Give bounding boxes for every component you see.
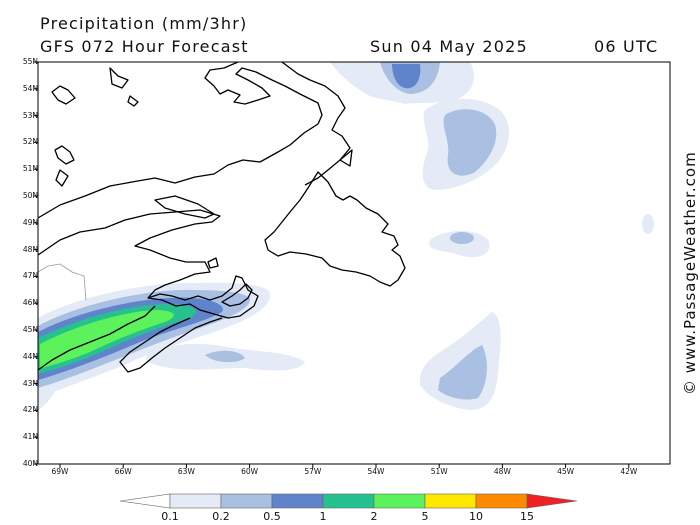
coastline-mainland [38, 62, 323, 219]
colorbar-label: 0.1 [161, 510, 179, 523]
longitude-label: 42W [620, 467, 638, 476]
credit-watermark: © www.PassageWeather.com [681, 151, 699, 395]
longitude-label: 69W [51, 467, 69, 476]
latitude-label: 48N [22, 244, 38, 254]
colorbar-swatch [373, 493, 426, 509]
longitude-label: 54W [367, 467, 385, 476]
latitude-label: 41N [22, 432, 38, 442]
colorbar-label: 10 [469, 510, 483, 523]
precip-patch-small-core [450, 232, 474, 244]
longitude-label: 66W [114, 467, 132, 476]
map-title: Precipitation (mm/3hr) [40, 14, 248, 33]
colorbar-label: 2 [370, 510, 378, 523]
coastline-cape-breton [221, 283, 253, 307]
coastline-gaspe [38, 209, 221, 299]
latitude-label: 50N [22, 191, 38, 200]
latitude-label: 44N [22, 351, 38, 361]
latitude-label: 53N [22, 110, 38, 120]
colorbar-swatch [475, 493, 528, 509]
latitude-label: 42N [22, 405, 38, 415]
colorbar-label: 1 [319, 510, 327, 523]
map-frame [37, 61, 671, 465]
coastline-maine [38, 305, 156, 371]
colorbar-max-arrow [526, 493, 578, 509]
latitude-label: 52N [22, 137, 38, 147]
precip-band-southwest-peak [40, 310, 174, 368]
colorbar-swatch [220, 493, 273, 509]
coastlines [38, 62, 406, 373]
precip-band-east-core [443, 109, 497, 176]
colorbar-label: 0.5 [263, 510, 281, 523]
latitude-label: 54N [22, 83, 38, 93]
colorbar-swatch [169, 493, 222, 509]
colorbar-swatch [271, 493, 324, 509]
latitude-label: 49N [22, 217, 38, 227]
longitude-label: 48W [493, 467, 511, 476]
coastline-labrador [281, 62, 351, 186]
latitude-label: 43N [22, 378, 38, 388]
precip-area-southeast-core [438, 345, 487, 400]
longitude-label: 45W [557, 467, 575, 476]
longitude-label: 51W [430, 467, 448, 476]
latitude-label: 46N [22, 298, 38, 308]
latitude-label: 40N [22, 459, 38, 468]
coastline-anticosti [154, 195, 215, 219]
latitude-label: 47N [22, 271, 38, 281]
colorbar-label: 5 [421, 510, 429, 523]
forecast-label: GFS 072 Hour Forecast [40, 37, 249, 56]
longitude-label: 57W [304, 467, 322, 476]
colorbar-min-arrow [119, 493, 171, 509]
latitude-label: 51N [22, 164, 38, 174]
state-border [38, 263, 87, 301]
longitude-label: 63W [177, 467, 195, 476]
longitude-label: 60W [241, 467, 259, 476]
latitude-label: 55N [22, 57, 38, 66]
precip-patch-small [429, 231, 490, 258]
colorbar [119, 493, 578, 509]
latitude-label: 45N [22, 325, 38, 334]
precip-area-north-peak [392, 64, 421, 89]
colorbar-swatch [424, 493, 477, 509]
coastline-nova-scotia [119, 275, 259, 373]
colorbar-label: 0.2 [212, 510, 230, 523]
coastline-newfoundland [264, 171, 406, 287]
forecast-time: 06 UTC [594, 37, 659, 56]
axis-ticks [34, 61, 630, 468]
colorbar-label: 15 [520, 510, 534, 523]
precipitation-field [38, 62, 654, 410]
colorbar-swatch [322, 493, 375, 509]
forecast-date: Sun 04 May 2025 [370, 37, 528, 56]
